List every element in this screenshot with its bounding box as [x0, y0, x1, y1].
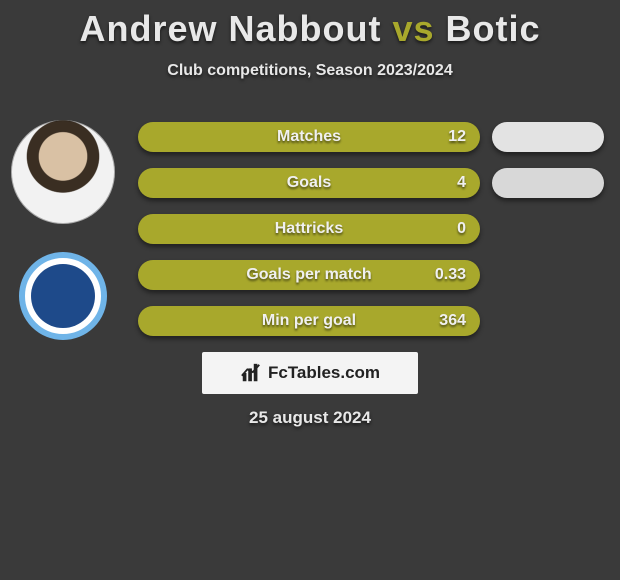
stat-label: Goals [287, 174, 331, 192]
stat-bar: Hattricks 0 [138, 214, 480, 244]
opponent-pill [492, 122, 604, 152]
stat-label: Matches [277, 128, 341, 146]
season-subtitle: Club competitions, Season 2023/2024 [0, 62, 620, 80]
stat-label: Hattricks [275, 220, 343, 238]
stat-value: 0 [457, 220, 466, 238]
bar-chart-icon [240, 362, 262, 384]
stat-bar: Goals per match 0.33 [138, 260, 480, 290]
stat-bar: Matches 12 [138, 122, 480, 152]
stat-bars: Matches 12 Goals 4 Hattricks 0 Goals per… [138, 122, 480, 352]
opponent-pills [492, 122, 604, 352]
opponent-pill-empty [492, 214, 604, 244]
opponent-pill-empty [492, 260, 604, 290]
opponent-pill-empty [492, 306, 604, 336]
opponent-pill [492, 168, 604, 198]
player-avatar [11, 120, 115, 224]
club-logo [19, 252, 107, 340]
club-logo-text [23, 256, 103, 336]
stat-bar: Goals 4 [138, 168, 480, 198]
attribution-text: FcTables.com [268, 363, 380, 383]
stat-value: 12 [448, 128, 466, 146]
left-column [8, 120, 118, 340]
stat-label: Goals per match [246, 266, 371, 284]
stat-value: 364 [439, 312, 466, 330]
player2-name: Botic [446, 8, 541, 49]
snapshot-date: 25 august 2024 [0, 408, 620, 428]
attribution-badge: FcTables.com [202, 352, 418, 394]
stat-label: Min per goal [262, 312, 356, 330]
stat-value: 0.33 [435, 266, 466, 284]
vs-word: vs [392, 8, 434, 49]
comparison-title: Andrew Nabbout vs Botic [0, 0, 620, 50]
stat-bar: Min per goal 364 [138, 306, 480, 336]
player1-name: Andrew Nabbout [79, 8, 381, 49]
stat-value: 4 [457, 174, 466, 192]
